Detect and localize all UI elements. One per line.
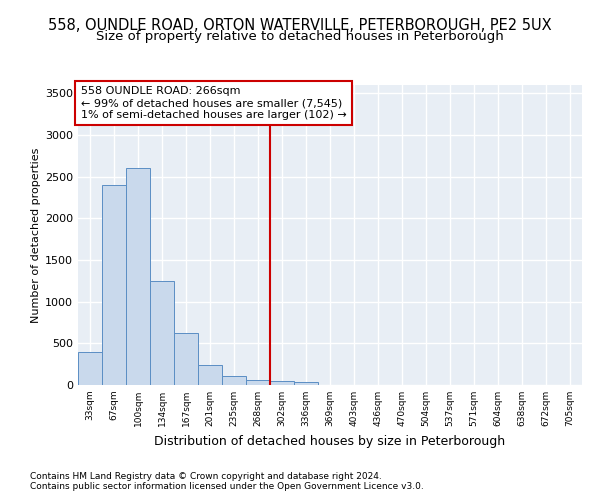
Bar — [78, 352, 102, 385]
Text: 558, OUNDLE ROAD, ORTON WATERVILLE, PETERBOROUGH, PE2 5UX: 558, OUNDLE ROAD, ORTON WATERVILLE, PETE… — [48, 18, 552, 32]
Bar — [270, 381, 294, 385]
Text: Size of property relative to detached houses in Peterborough: Size of property relative to detached ho… — [96, 30, 504, 43]
Bar — [102, 185, 126, 385]
Bar — [222, 376, 246, 385]
Bar — [246, 380, 270, 385]
Bar — [174, 334, 198, 385]
Bar — [126, 168, 150, 385]
Bar — [294, 382, 318, 385]
Text: 558 OUNDLE ROAD: 266sqm
← 99% of detached houses are smaller (7,545)
1% of semi-: 558 OUNDLE ROAD: 266sqm ← 99% of detache… — [80, 86, 346, 120]
Bar — [198, 365, 222, 385]
Bar — [150, 281, 174, 385]
Text: Contains HM Land Registry data © Crown copyright and database right 2024.: Contains HM Land Registry data © Crown c… — [30, 472, 382, 481]
Text: Contains public sector information licensed under the Open Government Licence v3: Contains public sector information licen… — [30, 482, 424, 491]
Y-axis label: Number of detached properties: Number of detached properties — [31, 148, 41, 322]
X-axis label: Distribution of detached houses by size in Peterborough: Distribution of detached houses by size … — [154, 434, 506, 448]
